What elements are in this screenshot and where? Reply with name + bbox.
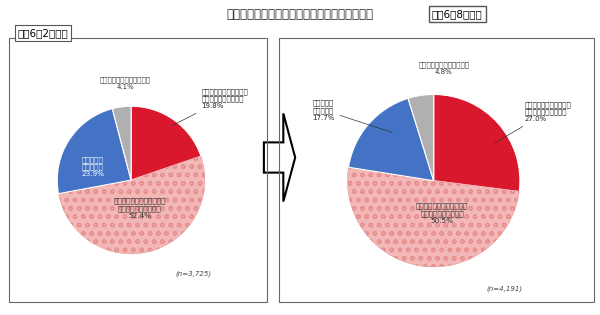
Text: 令和6年8月調査: 令和6年8月調査 <box>432 9 483 19</box>
Text: (n=3,725): (n=3,725) <box>176 270 212 277</box>
Text: 令和6年2月調査: 令和6年2月調査 <box>18 28 69 38</box>
Text: 見聞きしたことがあり、
内容もよく知っている
27.0%: 見聞きしたことがあり、 内容もよく知っている 27.0% <box>495 101 571 143</box>
Wedge shape <box>347 167 519 267</box>
Wedge shape <box>58 156 205 254</box>
Wedge shape <box>131 106 201 180</box>
Wedge shape <box>434 94 520 192</box>
Text: 見聞きしたことがあり、
内容もよく知っている
19.8%: 見聞きしたことがあり、 内容もよく知っている 19.8% <box>172 88 248 126</box>
Wedge shape <box>408 94 434 181</box>
Text: 見聞きした
ことはない
17.7%: 見聞きした ことはない 17.7% <box>312 99 392 132</box>
Wedge shape <box>349 98 434 181</box>
Text: 見聞きしたことはあるが、
詳しい内容は知らない
52.4%: 見聞きしたことはあるが、 詳しい内容は知らない 52.4% <box>113 198 166 219</box>
Polygon shape <box>264 113 295 202</box>
Wedge shape <box>112 106 131 180</box>
Text: 図１「送料無料」表示見直しの議論の認知状況: 図１「送料無料」表示見直しの議論の認知状況 <box>227 8 373 21</box>
Wedge shape <box>57 109 131 194</box>
Text: 分からない・覚えていない
4.8%: 分からない・覚えていない 4.8% <box>419 62 470 76</box>
Text: 分からない・覚えていない
4.1%: 分からない・覚えていない 4.1% <box>100 77 151 90</box>
Text: 見聞きしたことはあるが、
詳しい内容は知らない
50.5%: 見聞きしたことはあるが、 詳しい内容は知らない 50.5% <box>416 203 469 224</box>
Text: 見聞きした
ことはない
23.9%: 見聞きした ことはない 23.9% <box>81 156 104 177</box>
Text: (n=4,191): (n=4,191) <box>487 286 523 292</box>
